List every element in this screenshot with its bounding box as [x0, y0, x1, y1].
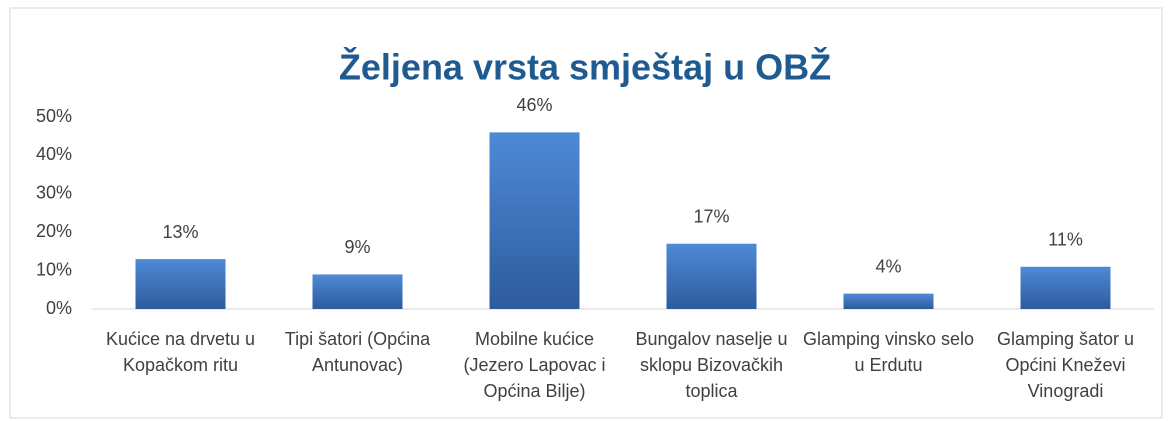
bar — [312, 274, 403, 309]
chart-title: Željena vrsta smještaj u OBŽ — [339, 46, 831, 88]
x-tick-label: Bungalov naselje u sklopu Bizovačkih top… — [635, 329, 788, 401]
y-tick-label: 10% — [36, 259, 72, 279]
x-tick-label: Kućice na drvetu u Kopačkom ritu — [105, 329, 256, 375]
x-tick-label: Tipi šatori (Općina Antunovac) — [284, 329, 431, 375]
data-label: 9% — [344, 237, 370, 257]
data-label: 46% — [516, 95, 552, 115]
y-tick-label: 50% — [36, 106, 72, 126]
data-label: 4% — [875, 256, 901, 276]
data-label: 17% — [693, 206, 729, 226]
chart-border — [9, 7, 1163, 419]
x-tick-label: Glamping vinsko selo u Erdutu — [802, 329, 975, 375]
y-tick-label: 0% — [46, 298, 72, 318]
bar — [135, 259, 226, 309]
bar — [489, 132, 580, 309]
y-tick-label: 30% — [36, 183, 72, 203]
x-tick-label: Glamping šator u Općini Kneževi Vinograd… — [996, 329, 1135, 401]
bar — [1020, 266, 1111, 309]
y-tick-label: 20% — [36, 221, 72, 241]
x-tick-label: Mobilne kućice (Jezero Lapovac i Općina … — [463, 329, 606, 401]
data-label: 11% — [1048, 230, 1083, 250]
bar — [666, 243, 757, 309]
data-label: 13% — [162, 222, 198, 242]
y-tick-label: 40% — [36, 144, 72, 164]
bar — [843, 293, 934, 309]
